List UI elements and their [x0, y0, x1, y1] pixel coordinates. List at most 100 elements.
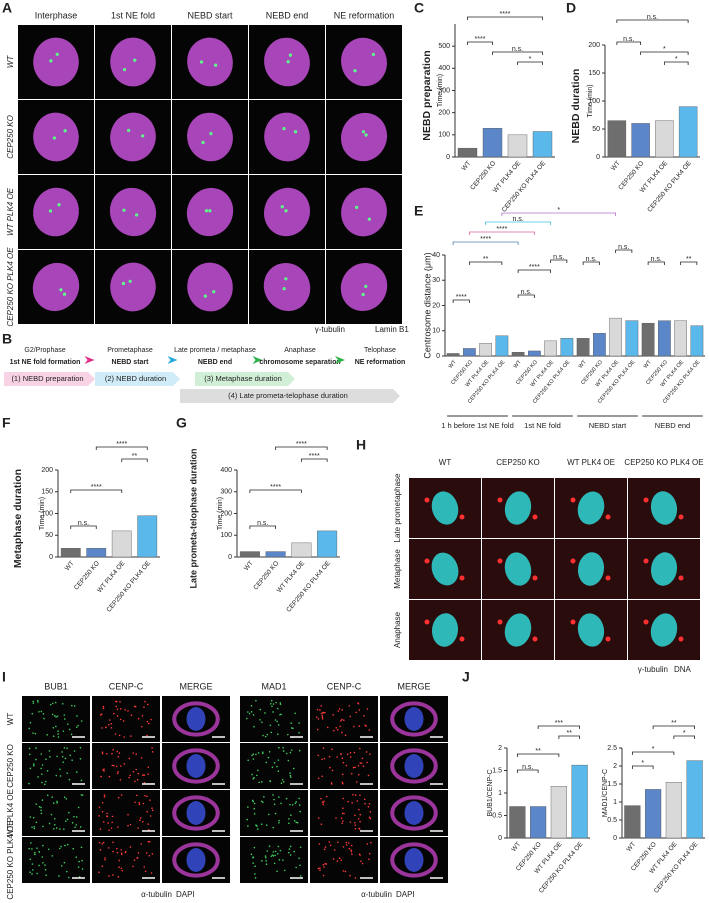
spot: [341, 709, 343, 711]
spot: [252, 862, 254, 864]
centrosome: [49, 59, 53, 63]
spot: [260, 781, 263, 783]
spot: [341, 822, 344, 824]
spot: [68, 876, 70, 879]
duration-label: (2) NEBD duration: [105, 374, 166, 383]
y-tick-label: 200: [438, 110, 450, 117]
spot: [81, 868, 84, 870]
y-tick-label: 100: [41, 510, 53, 517]
bar: [239, 551, 260, 558]
spot: [34, 853, 36, 856]
spot: [55, 725, 57, 728]
spindle: [172, 701, 220, 737]
spot: [110, 727, 113, 729]
sig-bracket: [517, 294, 535, 298]
nucleus: [340, 112, 388, 162]
spot: [354, 794, 357, 797]
sig-label: **: [671, 720, 677, 727]
spot: [287, 851, 290, 854]
spot: [117, 756, 120, 758]
column-header: NEBD start: [187, 10, 233, 20]
spot: [352, 766, 355, 769]
spot: [328, 755, 331, 758]
sig-bracket: [640, 51, 689, 55]
spot: [252, 856, 254, 859]
spot: [60, 865, 63, 867]
spot: [57, 733, 59, 735]
sig-label: ****: [475, 36, 486, 43]
spot: [134, 706, 137, 708]
spot: [51, 855, 54, 857]
spot: [289, 772, 291, 774]
spot: [98, 841, 101, 844]
centrosome: [288, 53, 293, 57]
y-tick-label: 0: [49, 554, 53, 561]
spot: [146, 703, 149, 706]
nucleus: [187, 262, 233, 312]
spot: [369, 811, 372, 813]
spot: [68, 778, 71, 781]
spot: [148, 722, 150, 725]
spot: [33, 765, 35, 767]
duration-arrow: [4, 372, 95, 386]
spot: [251, 773, 253, 776]
spot: [354, 824, 356, 826]
row-label: WT: [6, 55, 15, 69]
spot: [358, 725, 361, 727]
spot: [350, 850, 353, 853]
sig-bracket: [70, 489, 123, 493]
spot: [282, 750, 285, 752]
spot: [38, 864, 40, 867]
spot: [344, 734, 347, 737]
spot: [76, 715, 78, 717]
sig-bracket: [550, 259, 568, 263]
spot: [106, 812, 108, 815]
spot: [116, 772, 119, 775]
spot: [129, 846, 132, 848]
sig-bracket: [558, 735, 581, 739]
spot: [135, 753, 137, 755]
sig-bracket: [485, 221, 552, 225]
spot: [339, 725, 341, 728]
panel-letter: A: [2, 0, 12, 16]
spot: [317, 867, 320, 870]
micrograph: [240, 790, 308, 836]
legend-label: DAPI: [176, 890, 195, 899]
centrosome: [201, 140, 205, 145]
spot: [46, 794, 49, 797]
spot: [117, 771, 119, 773]
sig-label: *: [557, 207, 560, 214]
spot: [254, 873, 256, 875]
spot: [269, 780, 271, 783]
panel-letter: B: [2, 331, 12, 347]
centrosome: [364, 284, 368, 288]
spot: [51, 702, 54, 705]
column-header: MERGE: [179, 681, 212, 691]
column-header: MAD1: [261, 681, 286, 691]
panel-letter: C: [414, 0, 424, 16]
x-tick-label: WT: [625, 841, 637, 853]
y-tick-label: 0: [498, 835, 502, 842]
spot: [323, 866, 325, 868]
chromosomes: [431, 613, 459, 647]
nucleus: [110, 37, 156, 87]
spot: [142, 821, 144, 823]
spot: [253, 802, 256, 805]
spot: [267, 756, 270, 759]
centrosome: [424, 558, 430, 564]
bar: [645, 789, 662, 839]
spot: [349, 821, 352, 823]
sig-bracket: [652, 725, 696, 729]
spot: [144, 794, 146, 797]
centrosome: [459, 514, 465, 520]
spot: [270, 731, 273, 734]
spot: [253, 807, 255, 810]
spot: [112, 748, 114, 751]
spot: [361, 862, 364, 865]
spot: [37, 701, 39, 703]
centrosome: [678, 514, 684, 520]
spot: [77, 724, 79, 727]
spot: [261, 751, 264, 753]
x-tick-label: WT: [513, 359, 524, 370]
spot: [40, 710, 43, 713]
